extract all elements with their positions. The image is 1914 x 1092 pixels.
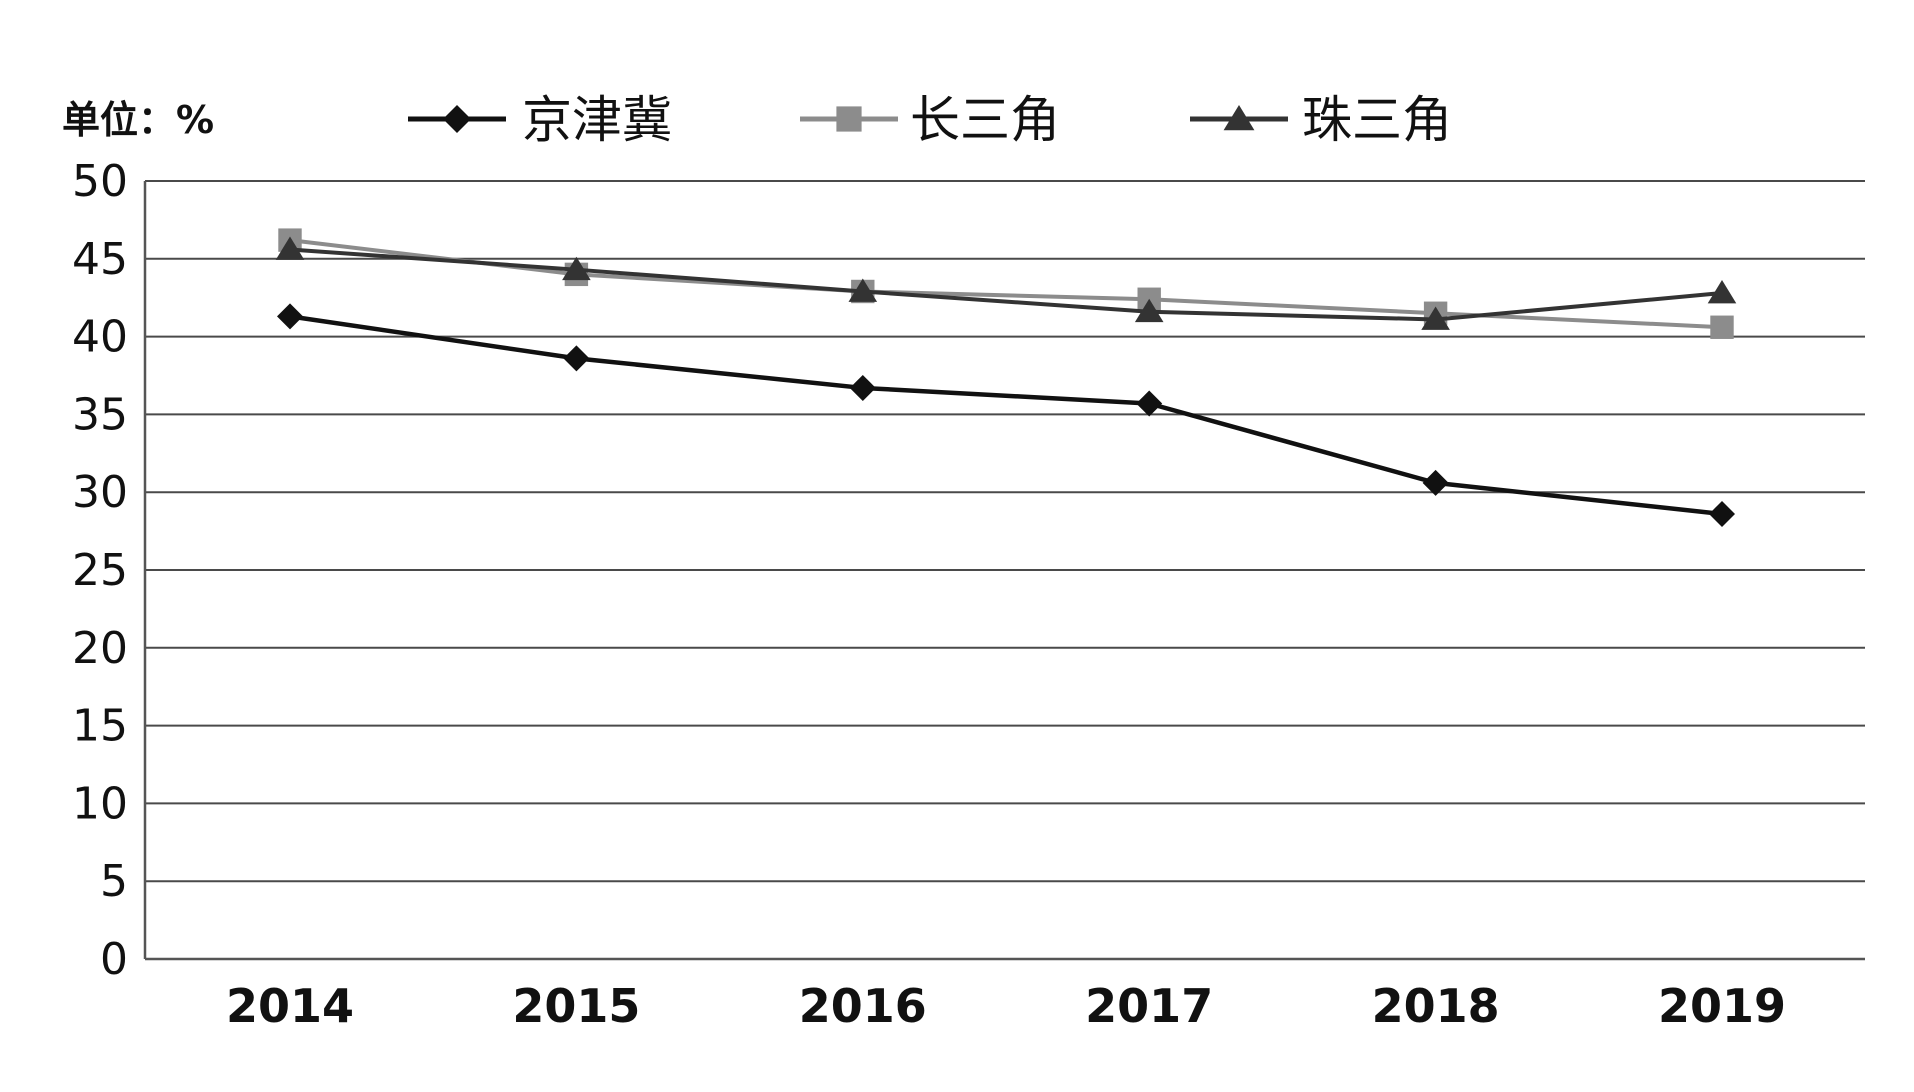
y-tick-label-5: 5 — [100, 856, 128, 907]
series-line-2 — [289, 247, 1723, 322]
x-tick-label-2018: 2018 — [1372, 979, 1500, 1033]
series-0-point-2016 — [849, 374, 876, 401]
y-tick-label-35: 35 — [72, 389, 128, 440]
y-tick-label-10: 10 — [72, 778, 128, 829]
series-0-point-2017 — [1136, 390, 1163, 417]
y-tick-label-45: 45 — [72, 234, 128, 285]
series-0-point-2014 — [277, 303, 303, 330]
legend-marker-0 — [443, 105, 471, 133]
series-2-point-2015 — [562, 256, 591, 281]
legend-item-1: 长三角 — [800, 91, 1060, 149]
legend-marker-2 — [1223, 105, 1255, 131]
y-tick-label-40: 40 — [72, 312, 128, 363]
y-tick-label-30: 30 — [72, 467, 128, 518]
series-0-point-2018 — [1422, 469, 1449, 496]
series-2-point-2016 — [848, 278, 878, 302]
x-axis-tick-labels: 2014 2015 2016 2017 2018 2019 — [226, 979, 1786, 1033]
series-0-point-2019 — [1709, 500, 1735, 527]
series-2-point-2018 — [1421, 306, 1450, 330]
unit-label: 单位：% — [62, 98, 214, 142]
legend-marker-1 — [836, 106, 862, 132]
series-2-point-2019 — [1707, 280, 1737, 304]
legend-label-1: 长三角 — [910, 91, 1060, 149]
y-axis-tick-labels: 0 5 10 15 20 25 30 35 40 45 50 — [72, 156, 128, 985]
y-tick-label-50: 50 — [72, 156, 128, 207]
legend-label-2: 珠三角 — [1302, 91, 1452, 149]
legend-item-0: 京津冀 — [408, 91, 672, 149]
x-tick-label-2015: 2015 — [512, 979, 640, 1033]
series-lines — [275, 228, 1737, 527]
series-1-point-2019 — [1710, 315, 1734, 339]
x-tick-label-2017: 2017 — [1085, 979, 1213, 1033]
series-2-point-2014 — [275, 236, 305, 260]
series-0-point-2015 — [563, 345, 590, 372]
axes — [143, 181, 1865, 961]
y-tick-label-0: 0 — [100, 934, 128, 985]
series-2 — [275, 236, 1737, 330]
x-tick-label-2016: 2016 — [799, 979, 927, 1033]
y-tick-label-20: 20 — [72, 623, 128, 674]
series-0 — [277, 303, 1735, 527]
legend-item-2: 珠三角 — [1190, 91, 1452, 149]
y-tick-label-25: 25 — [72, 545, 128, 596]
legend-label-0: 京津冀 — [522, 91, 672, 149]
x-tick-label-2014: 2014 — [226, 979, 354, 1033]
x-tick-label-2019: 2019 — [1658, 979, 1786, 1033]
series-line-0 — [289, 314, 1723, 517]
legend: 京津冀 长三角 珠三角 — [408, 91, 1452, 149]
gridlines — [145, 180, 1865, 883]
y-tick-label-15: 15 — [72, 701, 128, 752]
series-2-point-2017 — [1134, 298, 1164, 323]
series-1 — [278, 228, 1734, 339]
